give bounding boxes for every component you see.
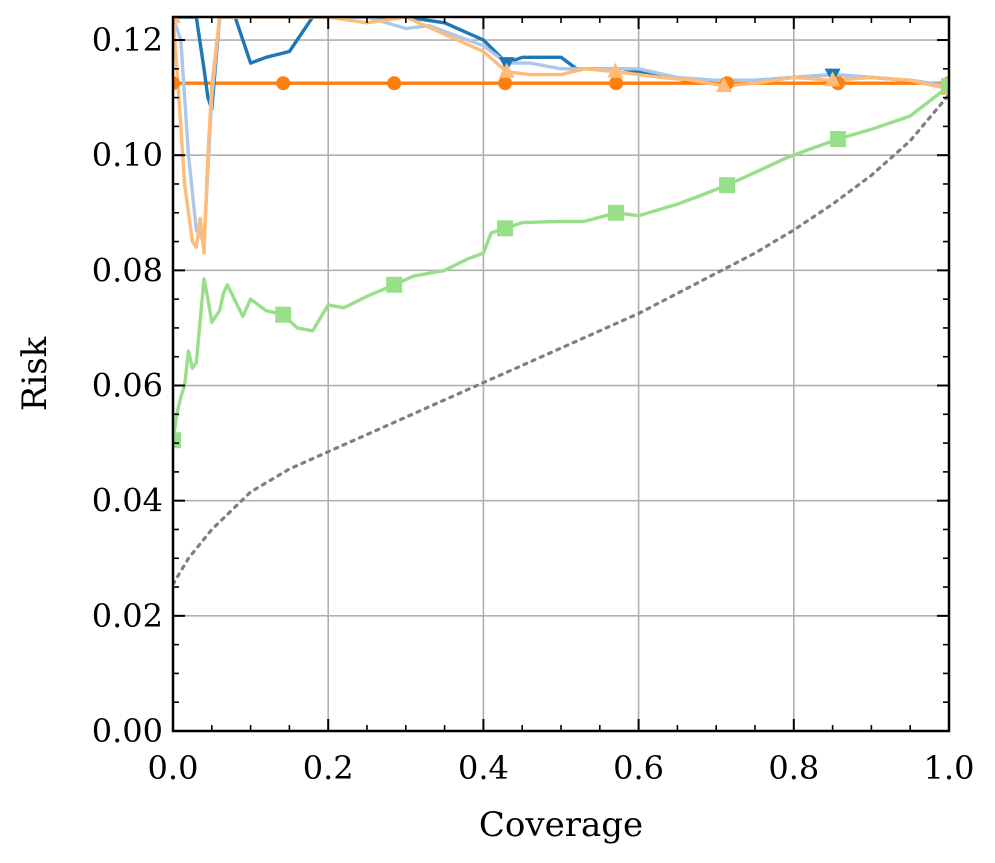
- tick-labels: 0.0 0.2 0.4 0.6 0.8 1.0 0.00 0.02 0.04 0.06 0.08 0.…: [92, 21, 975, 787]
- y-tick-label: 0.02: [92, 597, 163, 635]
- x-tick-label: 0.6: [613, 749, 664, 787]
- x-tick-label: 0.8: [768, 749, 819, 787]
- series-5-marker: [386, 276, 403, 293]
- series-lines: [173, 17, 949, 586]
- x-axis-title: Coverage: [479, 805, 643, 845]
- series-4-line: [173, 17, 949, 255]
- series-5-marker: [719, 177, 736, 194]
- y-tick-label: 0.06: [92, 367, 163, 405]
- series-1-marker: [276, 76, 291, 91]
- series-1-marker: [609, 76, 624, 91]
- x-tick-label: 0.2: [303, 749, 354, 787]
- series-4-marker: [173, 17, 181, 23]
- series-1-marker: [498, 76, 513, 91]
- y-tick-label: 0.08: [92, 251, 163, 289]
- x-tick-label: 0.0: [148, 749, 199, 787]
- series-5-marker: [497, 220, 514, 237]
- series-5-marker: [830, 131, 847, 148]
- series-2-line: [173, 17, 949, 111]
- series-5-marker: [941, 78, 949, 95]
- series-markers: [173, 17, 949, 449]
- series-4-marker: [607, 62, 624, 78]
- series-4-marker: [715, 77, 732, 93]
- series-6-line: [173, 93, 949, 586]
- y-tick-label: 0.12: [92, 21, 163, 59]
- series-4-marker: [824, 71, 841, 87]
- plot-frame: [171, 15, 951, 733]
- y-tick-label: 0.10: [92, 136, 163, 174]
- y-tick-label: 0.04: [92, 482, 163, 520]
- grid: [173, 17, 949, 731]
- x-tick-label: 1.0: [924, 749, 975, 787]
- series-1-marker: [173, 76, 180, 91]
- y-tick-label: 0.00: [92, 712, 163, 750]
- series-5-marker: [275, 306, 292, 323]
- x-tick-label: 0.4: [458, 749, 509, 787]
- y-axis-title: Risk: [15, 336, 55, 411]
- series-5-marker: [173, 432, 181, 449]
- axis-ticks: [172, 17, 950, 732]
- series-4-marker: [498, 62, 515, 78]
- series-5-marker: [608, 204, 625, 221]
- series-1-marker: [387, 76, 402, 91]
